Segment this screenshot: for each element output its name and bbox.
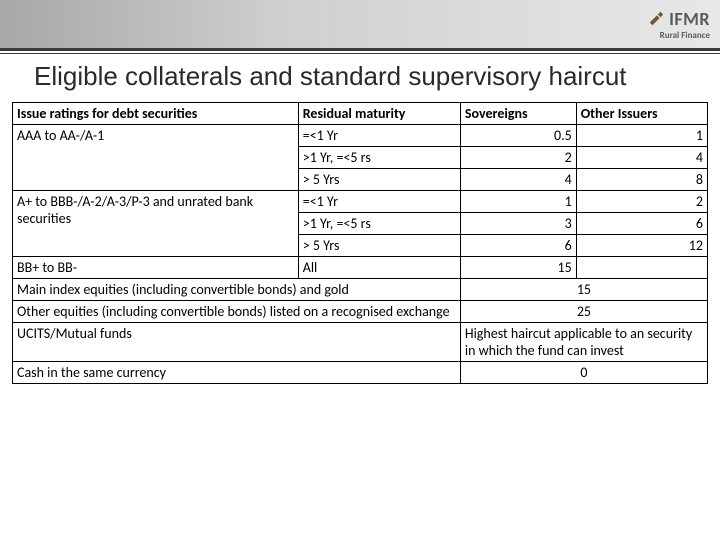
maturity-cell: >1 Yr, =<5 rs [298,146,460,168]
sov-cell: 3 [460,212,576,234]
page-title: Eligible collaterals and standard superv… [0,54,720,102]
ucits-val: Highest haircut applicable to an securit… [460,322,707,361]
rating-cell: BB+ to BB- [13,256,299,278]
sov-cell: 4 [460,168,576,190]
table-row: A+ to BBB-/A-2/A-3/P-3 and unrated bank … [13,190,708,212]
col-header-ratings: Issue ratings for debt securities [13,102,299,124]
sov-cell: 6 [460,234,576,256]
logo-text: IFMR [669,8,710,30]
col-header-maturity: Residual maturity [298,102,460,124]
sov-cell: 2 [460,146,576,168]
col-header-other: Other Issuers [576,102,707,124]
haircut-table: Issue ratings for debt securities Residu… [12,102,708,384]
equities-main-val: 15 [460,278,707,300]
ucits-label: UCITS/Mutual funds [13,322,461,361]
maturity-cell: =<1 Yr [298,190,460,212]
rating-cell: AAA to AA-/A-1 [13,124,299,190]
col-header-sovereigns: Sovereigns [460,102,576,124]
maturity-cell: > 5 Yrs [298,234,460,256]
sov-cell: 0.5 [460,124,576,146]
oth-cell: 1 [576,124,707,146]
oth-cell: 6 [576,212,707,234]
maturity-cell: =<1 Yr [298,124,460,146]
sov-cell: 1 [460,190,576,212]
oth-cell [576,256,707,278]
oth-cell: 2 [576,190,707,212]
equities-main-label: Main index equities (including convertib… [13,278,461,300]
header-bar: IFMR Rural Finance [0,0,720,48]
equities-other-val: 25 [460,300,707,322]
table-row: Main index equities (including convertib… [13,278,708,300]
maturity-cell: >1 Yr, =<5 rs [298,212,460,234]
oth-cell: 12 [576,234,707,256]
oth-cell: 8 [576,168,707,190]
table-row: Cash in the same currency 0 [13,361,708,383]
cash-label: Cash in the same currency [13,361,461,383]
table-row: Other equities (including convertible bo… [13,300,708,322]
logo-subtitle: Rural Finance [660,30,710,41]
hammer-icon [647,10,665,28]
logo: IFMR [647,8,710,30]
oth-cell: 4 [576,146,707,168]
table-row: AAA to AA-/A-1 =<1 Yr 0.5 1 [13,124,708,146]
table-header-row: Issue ratings for debt securities Residu… [13,102,708,124]
cash-val: 0 [460,361,707,383]
maturity-cell: All [298,256,460,278]
equities-other-label: Other equities (including convertible bo… [13,300,461,322]
table-row: BB+ to BB- All 15 [13,256,708,278]
rating-cell: A+ to BBB-/A-2/A-3/P-3 and unrated bank … [13,190,299,256]
haircut-table-wrap: Issue ratings for debt securities Residu… [0,102,720,384]
maturity-cell: > 5 Yrs [298,168,460,190]
sov-cell: 15 [460,256,576,278]
table-row: UCITS/Mutual funds Highest haircut appli… [13,322,708,361]
